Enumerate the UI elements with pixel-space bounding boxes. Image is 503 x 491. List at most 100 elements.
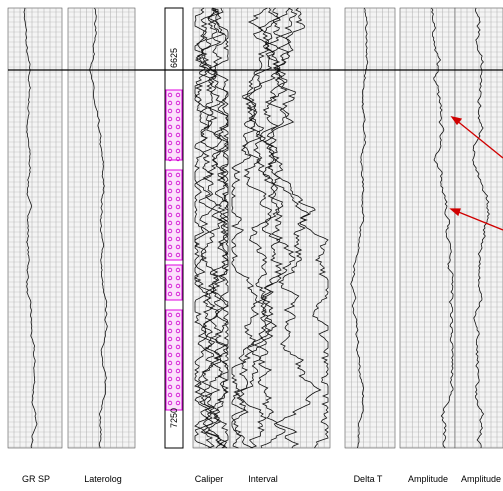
- litho-dot: [167, 172, 173, 178]
- litho-dot: [167, 252, 173, 258]
- litho-dot: [167, 384, 173, 390]
- litho-dot: [175, 283, 181, 289]
- litho-dot: [167, 267, 173, 273]
- track: [7, 7, 63, 449]
- litho-dot: [167, 312, 173, 318]
- log-curve: [194, 7, 229, 449]
- litho-dot: [175, 392, 181, 398]
- litho-dot: [167, 236, 173, 242]
- litho-dot: [175, 344, 181, 350]
- track: [229, 7, 331, 449]
- litho-dot: [167, 360, 173, 366]
- log-curve: [194, 7, 229, 449]
- litho-dot: [167, 156, 173, 162]
- litho-dot: [167, 291, 173, 297]
- litho-dot: [175, 172, 181, 178]
- litho-dot: [167, 368, 173, 374]
- litho-dot: [167, 228, 173, 234]
- log-curve: [472, 7, 490, 449]
- litho-dot: [175, 180, 181, 186]
- litho-dot: [175, 156, 181, 162]
- log-curve: [194, 7, 229, 449]
- litho-dot: [167, 392, 173, 398]
- track-label: Laterolog: [84, 474, 122, 484]
- litho-dot: [167, 352, 173, 358]
- litho-box: [165, 264, 183, 301]
- log-curve: [231, 7, 300, 449]
- log-curve: [430, 7, 454, 449]
- litho-dot: [175, 400, 181, 406]
- log-curve: [23, 7, 38, 449]
- litho-dot: [167, 336, 173, 342]
- log-curve: [350, 7, 369, 449]
- track: [67, 7, 136, 449]
- litho-dot: [167, 92, 173, 98]
- log-curve: [262, 7, 329, 449]
- depth-label: 6625: [169, 48, 179, 68]
- litho-dot: [175, 328, 181, 334]
- depth-label: 7250: [169, 408, 179, 428]
- litho-dot: [167, 140, 173, 146]
- log-curve: [235, 7, 298, 449]
- litho-dot: [167, 124, 173, 130]
- litho-dot: [175, 204, 181, 210]
- litho-dot: [175, 291, 181, 297]
- litho-dot: [167, 188, 173, 194]
- litho-dot: [167, 148, 173, 154]
- litho-dot: [175, 124, 181, 130]
- litho-dot: [175, 252, 181, 258]
- litho-dot: [167, 180, 173, 186]
- litho-dot: [175, 267, 181, 273]
- log-curve: [244, 7, 322, 449]
- track-label: GR SP: [22, 474, 50, 484]
- litho-dot: [175, 352, 181, 358]
- track-label: Delta T: [354, 474, 383, 484]
- litho-dot: [175, 228, 181, 234]
- litho-dot: [167, 100, 173, 106]
- litho-dot: [175, 360, 181, 366]
- litho-dot: [175, 132, 181, 138]
- litho-dot: [175, 312, 181, 318]
- litho-dot: [167, 376, 173, 382]
- litho-dot: [175, 244, 181, 250]
- litho-dot: [175, 220, 181, 226]
- log-curve: [231, 7, 296, 449]
- litho-dot: [167, 220, 173, 226]
- litho-dot: [167, 196, 173, 202]
- track-label: Interval: [248, 474, 278, 484]
- litho-dot: [167, 212, 173, 218]
- log-curve: [89, 7, 108, 449]
- track-label: Caliper: [195, 474, 224, 484]
- litho-dot: [175, 196, 181, 202]
- litho-dot: [175, 108, 181, 114]
- track-label: Amplitude: [461, 474, 501, 484]
- litho-dot: [167, 344, 173, 350]
- litho-box: [165, 89, 183, 161]
- litho-dot: [175, 376, 181, 382]
- litho-dot: [175, 384, 181, 390]
- litho-dot: [175, 140, 181, 146]
- litho-dot: [175, 100, 181, 106]
- litho-dot: [175, 320, 181, 326]
- litho-dot: [175, 336, 181, 342]
- litho-dot: [175, 148, 181, 154]
- litho-dot: [175, 188, 181, 194]
- litho-dot: [167, 204, 173, 210]
- litho-dot: [175, 212, 181, 218]
- litho-dot: [167, 108, 173, 114]
- litho-dot: [175, 116, 181, 122]
- litho-dot: [167, 275, 173, 281]
- track-label: Amplitude: [408, 474, 448, 484]
- litho-dot: [167, 283, 173, 289]
- log-curves: [23, 7, 490, 449]
- litho-dot: [175, 275, 181, 281]
- litho-dot: [167, 320, 173, 326]
- litho-dot: [167, 328, 173, 334]
- log-grids: [7, 7, 503, 449]
- track: [399, 7, 456, 449]
- litho-dot: [175, 236, 181, 242]
- log-curve: [231, 7, 291, 449]
- litho-dot: [167, 116, 173, 122]
- track-labels: GR SP Laterolog Caliper Interval Delta T Ampl…: [22, 474, 501, 484]
